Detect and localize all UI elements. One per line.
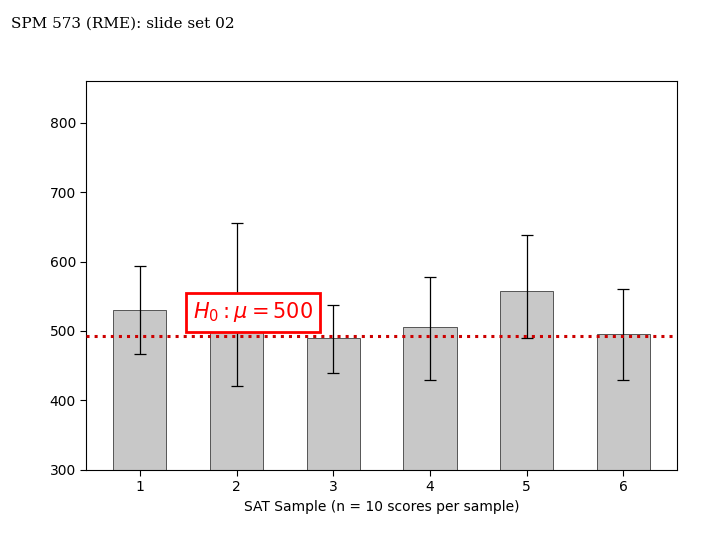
Text: SPM 573 (RME): slide set 02: SPM 573 (RME): slide set 02: [11, 16, 235, 30]
Bar: [307, 338, 360, 540]
Bar: [403, 327, 456, 540]
Bar: [597, 334, 650, 540]
Bar: [113, 310, 166, 540]
X-axis label: SAT Sample (n = 10 scores per sample): SAT Sample (n = 10 scores per sample): [244, 500, 519, 514]
Bar: [500, 291, 553, 540]
Text: $H_0: \mu = 500$: $H_0: \mu = 500$: [193, 300, 313, 325]
Bar: [210, 307, 263, 540]
